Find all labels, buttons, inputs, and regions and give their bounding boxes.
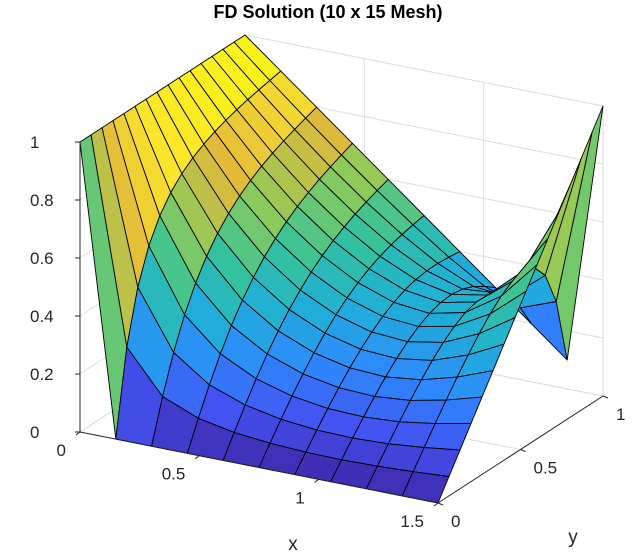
tick-labels: 0 0.5 1 1.5 0 0.5 1 0 0.2 0.4 0.6 0.8 1 xyxy=(30,133,625,531)
z-tick-label: 0.8 xyxy=(30,191,54,210)
axes xyxy=(75,141,609,507)
chart-title: FD Solution (10 x 15 Mesh) xyxy=(213,2,442,22)
z-tick-label: 1 xyxy=(30,133,39,152)
y-tick-mark xyxy=(520,449,526,452)
y-axis-label: y xyxy=(568,527,578,548)
x-axis-line xyxy=(79,431,439,504)
x-tick-mark xyxy=(195,455,200,460)
y-tick-mark xyxy=(602,395,609,399)
z-tick-label: 0.4 xyxy=(30,307,54,326)
y-tick-label: 1 xyxy=(616,405,625,424)
x-tick-mark xyxy=(433,502,439,507)
x-axis-label: x xyxy=(288,534,298,553)
z-tick-label: 0.6 xyxy=(30,249,54,268)
y-tick-mark xyxy=(437,502,444,506)
x-tick-mark xyxy=(314,478,319,483)
surface xyxy=(79,34,604,504)
x-tick-label: 1.5 xyxy=(400,512,424,531)
x-tick-label: 1 xyxy=(295,488,304,507)
z-tick-label: 0.2 xyxy=(30,365,54,384)
grid-line xyxy=(244,34,604,107)
x-tick-label: 0 xyxy=(57,441,66,460)
z-tick-label: 0 xyxy=(30,423,39,442)
y-tick-label: 0.5 xyxy=(534,459,558,478)
y-tick-label: 0 xyxy=(451,512,460,531)
x-tick-label: 0.5 xyxy=(162,465,186,484)
